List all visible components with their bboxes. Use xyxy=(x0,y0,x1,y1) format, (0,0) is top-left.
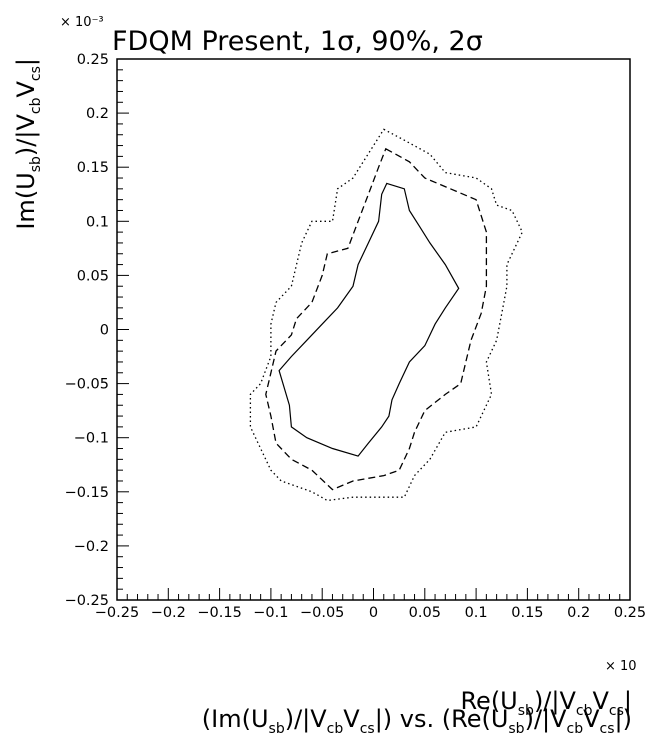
y-tick-label: 0.05 xyxy=(77,268,109,284)
y-axis-exponent: × 10⁻³ xyxy=(60,15,104,30)
plot-frame xyxy=(116,58,631,601)
y-tick-label: 0.2 xyxy=(86,106,109,122)
x-tick-label: 0.1 xyxy=(465,605,488,621)
chart-caption: (Im(Usb)/|VcbVcs|) vs. (Re(Usb)/|VcbVcs|… xyxy=(202,705,632,735)
y-tick-labels: −0.25 −0.2 −0.15 −0.1 −0.05 0 0.05 0.1 0.15 0.2 0.… xyxy=(65,52,109,609)
y-tick-label: 0 xyxy=(100,323,109,339)
x-tick-labels: −0.25 −0.2 −0.15 −0.1 −0.05 0 0.05 0.1 0.15 0.2 0.… xyxy=(95,605,646,621)
contour-dashed xyxy=(265,147,488,491)
y-tick-label: −0.05 xyxy=(65,377,109,393)
y-tick-label: 0.15 xyxy=(77,160,109,176)
contour-solid xyxy=(278,182,460,457)
y-tick-label: −0.1 xyxy=(74,431,109,447)
contour-lines xyxy=(249,128,524,502)
x-tick-label: 0 xyxy=(369,605,378,621)
y-axis-label: Im(Usb)/|VcbVcs| xyxy=(12,58,44,230)
chart-title: FDQM Present, 1σ, 90%, 2σ xyxy=(112,26,483,57)
y-tick-label: 0.1 xyxy=(86,214,109,230)
x-tick-label: −0.25 xyxy=(95,605,139,621)
x-tick-label: −0.1 xyxy=(253,605,288,621)
x-tick-label: 0.2 xyxy=(567,605,590,621)
x-axis-exponent: × 10 xyxy=(605,659,637,674)
axis-ticks xyxy=(116,58,631,601)
x-tick-label: −0.15 xyxy=(197,605,241,621)
x-tick-label: 0.05 xyxy=(409,605,441,621)
x-tick-label: −0.05 xyxy=(300,605,344,621)
x-tick-label: −0.2 xyxy=(151,605,186,621)
x-axis-label: Re(Usb)/|VcbVcs| xyxy=(460,687,632,719)
y-tick-label: −0.25 xyxy=(65,593,109,609)
x-tick-label: 0.25 xyxy=(614,605,646,621)
y-tick-label: −0.15 xyxy=(65,485,109,501)
y-tick-label: 0.25 xyxy=(77,52,109,68)
x-tick-label: 0.15 xyxy=(511,605,543,621)
contour-dotted xyxy=(249,128,524,502)
y-tick-label: −0.2 xyxy=(74,539,109,555)
